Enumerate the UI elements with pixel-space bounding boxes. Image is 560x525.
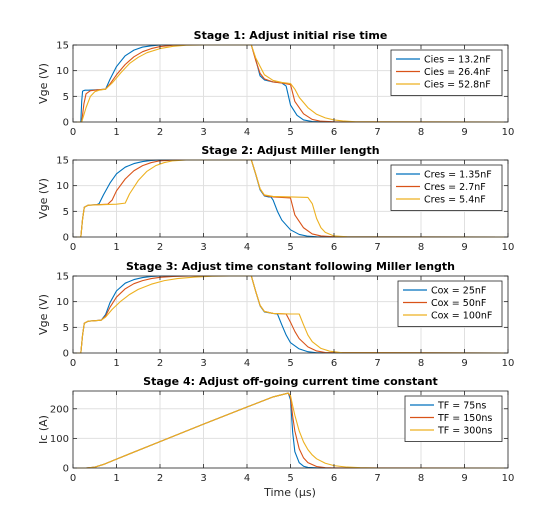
y-tick-label: 10	[56, 181, 69, 192]
x-tick-label: 6	[331, 473, 337, 484]
y-tick-label: 5	[63, 207, 69, 218]
subplot-3: 0 1 2 3 4 5 6 7 8 9 10 0 5 10 15 Stage 3: Adjust time c…	[37, 260, 514, 369]
x-tick-label: 4	[244, 242, 250, 253]
x-tick-label: 5	[287, 242, 293, 253]
x-tick-label: 8	[418, 127, 424, 138]
x-tick-label: 2	[157, 473, 163, 484]
x-tick-label: 3	[200, 127, 206, 138]
x-tick-label: 0	[70, 127, 76, 138]
y-tick-label: 15	[56, 41, 69, 52]
x-tick-label: 8	[418, 242, 424, 253]
legend-box	[397, 280, 503, 327]
y-tick-label: 10	[56, 297, 69, 308]
y-tick-label: 0	[63, 464, 69, 475]
x-tick-label: 10	[502, 127, 515, 138]
legend-entry: TF = 75ns	[437, 400, 486, 411]
subplot-title: Stage 4: Adjust off-going current time c…	[143, 375, 438, 388]
legend-entry: Cres = 2.7nF	[424, 182, 486, 193]
subplot-1: 0 1 2 3 4 5 6 7 8 9 10 0 5 10 15 Stage 1: Adjust initia…	[37, 29, 514, 138]
y-tick-label: 0	[63, 349, 69, 360]
legend-box	[390, 49, 503, 96]
x-tick-label: 9	[461, 127, 467, 138]
legend-entry: TF = 300ns	[437, 425, 492, 436]
subplot-title: Stage 1: Adjust initial rise time	[194, 29, 388, 42]
x-tick-label: 0	[70, 473, 76, 484]
x-tick-label: 6	[331, 127, 337, 138]
x-tick-label: 7	[374, 242, 380, 253]
x-tick-label: 6	[331, 358, 337, 369]
y-tick-label: 200	[50, 404, 69, 415]
y-axis-label: Vge (V)	[37, 178, 50, 219]
legend-entry: Cres = 1.35nF	[424, 169, 492, 180]
y-tick-label: 0	[63, 118, 69, 129]
y-tick-label: 10	[56, 66, 69, 77]
x-tick-label: 3	[200, 242, 206, 253]
x-tick-label: 10	[502, 242, 515, 253]
x-tick-label: 0	[70, 242, 76, 253]
x-tick-label: 4	[244, 127, 250, 138]
legend-entry: Cox = 100nF	[431, 310, 492, 321]
x-tick-label: 2	[157, 242, 163, 253]
x-tick-label: 3	[200, 358, 206, 369]
y-tick-label: 5	[63, 323, 69, 334]
x-tick-label: 4	[244, 473, 250, 484]
x-tick-label: 8	[418, 358, 424, 369]
x-tick-label: 10	[502, 473, 515, 484]
y-axis-label: Ic (A)	[37, 415, 50, 444]
x-tick-label: 2	[157, 358, 163, 369]
legend-entry: Cox = 50nF	[431, 298, 486, 309]
legend-box	[390, 164, 503, 211]
y-tick-label: 15	[56, 272, 69, 283]
subplot-2: 0 1 2 3 4 5 6 7 8 9 10 0 5 10 15 Stage 2: Adjust Miller…	[37, 144, 514, 253]
x-tick-label: 1	[113, 127, 119, 138]
y-tick-label: 15	[56, 156, 69, 167]
x-tick-label: 9	[461, 358, 467, 369]
series-line-3	[73, 392, 508, 469]
x-tick-label: 4	[244, 358, 250, 369]
legend-entry: Cox = 25nF	[431, 285, 486, 296]
x-tick-label: 7	[374, 473, 380, 484]
x-tick-label: 9	[461, 242, 467, 253]
x-tick-label: 7	[374, 127, 380, 138]
x-tick-label: 3	[200, 473, 206, 484]
legend-box	[404, 395, 503, 442]
x-tick-label: 5	[287, 127, 293, 138]
x-tick-label: 7	[374, 358, 380, 369]
y-tick-label: 0	[63, 233, 69, 244]
x-tick-label: 9	[461, 473, 467, 484]
y-tick-label: 5	[63, 92, 69, 103]
y-axis-label: Vge (V)	[37, 294, 50, 335]
legend-entry: Cies = 13.2nF	[424, 54, 491, 65]
x-tick-label: 2	[157, 127, 163, 138]
x-tick-label: 0	[70, 358, 76, 369]
figure-x-axis-label: Time (μs)	[263, 486, 316, 499]
x-tick-label: 1	[113, 473, 119, 484]
legend-entry: Cies = 26.4nF	[424, 67, 491, 78]
subplot-title: Stage 3: Adjust time constant following …	[126, 260, 455, 273]
legend-entry: Cres = 5.4nF	[424, 194, 486, 205]
subplot-title: Stage 2: Adjust Miller length	[201, 144, 379, 157]
legend-entry: Cies = 52.8nF	[424, 79, 491, 90]
y-axis-label: Vge (V)	[37, 63, 50, 104]
legend-entry: TF = 150ns	[437, 413, 492, 424]
x-tick-label: 1	[113, 242, 119, 253]
x-tick-label: 8	[418, 473, 424, 484]
y-tick-label: 100	[50, 434, 69, 445]
x-tick-label: 10	[502, 358, 515, 369]
x-tick-label: 1	[113, 358, 119, 369]
x-tick-label: 5	[287, 473, 293, 484]
x-tick-label: 5	[287, 358, 293, 369]
x-tick-label: 6	[331, 242, 337, 253]
